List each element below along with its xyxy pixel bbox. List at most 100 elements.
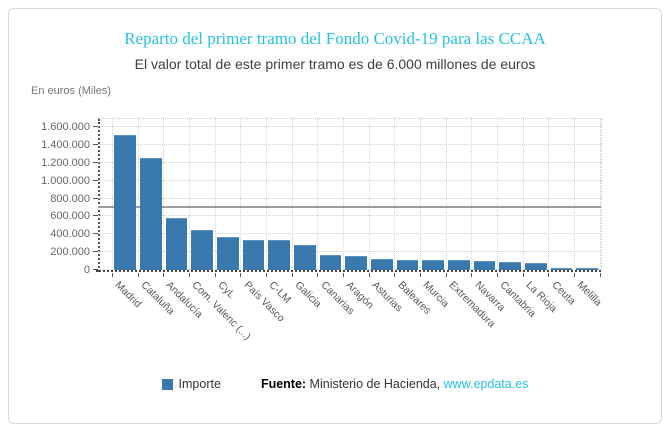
x-axis-tick [317,273,319,277]
y-axis-tick-label: 800.000 [50,192,90,205]
x-gridline [291,119,293,270]
legend-footer-row: Importe Fuente: Ministerio de Hacienda, … [9,377,661,391]
source-label: Fuente: [260,377,307,391]
x-axis-tick [189,273,190,277]
x-axis-tick [599,273,601,277]
x-axis-tick [368,273,370,277]
x-axis-tick [394,273,396,277]
chart-bar[interactable] [191,229,213,270]
y-axis-tick [93,179,98,181]
chart-bar[interactable] [345,255,368,270]
x-axis-tick [163,273,165,277]
x-axis-tick [445,273,447,277]
x-axis-tick [497,273,499,277]
x-gridline [471,119,473,270]
y-axis-tick-label: 1.200.000 [41,156,90,169]
chart-bar[interactable] [448,260,470,270]
chart-bar[interactable] [139,157,162,270]
x-axis-tick [471,273,473,277]
y-axis-tick [93,197,98,199]
x-axis-tick [291,273,293,277]
x-axis-tick [240,273,242,277]
x-gridline [343,119,345,270]
x-gridline [368,119,370,270]
x-axis-label: CyL [215,279,238,301]
chart-subtitle: El valor total de este primer tramo es d… [134,56,536,72]
y-gridline: 200.000 [50,246,601,258]
x-gridline [599,119,601,270]
y-axis-tick-label: 200.000 [50,246,90,259]
chart-bar[interactable] [550,267,573,270]
y-axis-tick [93,251,98,253]
x-gridline [574,119,576,270]
x-axis-label: Galicia [292,279,324,311]
y-gridline: 1.000.000 [41,175,601,187]
chart-bar[interactable] [371,259,393,270]
chart-bar[interactable] [525,262,547,270]
legend-swatch[interactable] [161,378,173,390]
y-gridline: 1.400.000 [41,139,601,151]
x-gridline [163,119,165,270]
chart-bar[interactable] [473,260,496,270]
x-gridline [522,119,524,270]
reference-line [98,206,601,209]
x-axis-tick [214,273,216,277]
y-axis-tick-label: 1.000.000 [41,174,90,187]
x-gridline [189,119,190,270]
plot-area: 0 200.000 400.000 600.000 800.000 1.000.000 1.… [41,118,604,343]
y-gridline: 1.200.000 [41,157,601,169]
x-gridline [214,119,216,270]
chart-bar[interactable] [396,259,419,270]
y-axis-tick-label: 400.000 [50,228,90,241]
x-gridline [240,119,242,270]
chart-bar[interactable] [114,135,136,270]
y-gridline: 600.000 [50,210,601,222]
y-axis-tick [93,161,98,163]
x-gridline [317,119,319,270]
chart-bar[interactable] [242,239,265,270]
x-axis-tick [137,273,139,277]
x-gridline [497,119,499,270]
y-axis-tick-label: 1.400.000 [41,138,90,151]
chart-bar[interactable] [319,254,342,270]
y-axis-tick [93,233,98,235]
x-gridline [266,119,268,270]
source-link[interactable]: www.epdata.es [443,377,529,391]
y-axis-tick-label: 1.600.000 [41,121,90,133]
x-gridline [445,119,447,270]
chart-bar[interactable] [293,245,316,270]
x-axis-label: Madrid [112,279,144,311]
y-axis-tick-label: 600.000 [50,210,90,223]
y-axis-tick [93,215,98,217]
chart-bar[interactable] [268,240,290,270]
x-axis-line [96,270,601,272]
y-axis-tick [93,143,98,145]
x-gridline [112,119,113,270]
source-text: Ministerio de Hacienda, [306,377,444,391]
x-gridline [548,119,550,270]
y-gridline: 400.000 [50,228,601,240]
y-axis-line [98,119,100,272]
chart-bar[interactable] [499,262,522,270]
legend-label[interactable]: Importe [178,377,221,391]
y-axis-tick [93,126,98,127]
chart-bar[interactable] [165,217,188,270]
x-axis-tick [548,273,550,277]
y-axis-tick-label: 0 [83,264,90,276]
y-gridline: 1.600.000 [41,121,601,133]
chart-title: Reparto del primer tramo del Fondo Covid… [124,29,546,48]
x-axis-tick [343,273,345,277]
chart-bar[interactable] [422,259,445,270]
x-axis-tick [420,273,422,277]
y-axis-tick [93,269,98,270]
y-axis-units-label: En euros (Miles) [31,85,112,97]
x-axis-tick [266,273,268,277]
x-axis-label: Melilla [574,279,605,309]
chart-card: Reparto del primer tramo del Fondo Covid… [8,8,662,424]
y-gridline: 800.000 [50,193,601,205]
x-gridline [394,119,396,270]
x-axis-tick [574,273,576,277]
x-gridline [137,119,139,270]
chart-bar[interactable] [216,237,239,270]
chart-bar[interactable] [576,267,599,270]
